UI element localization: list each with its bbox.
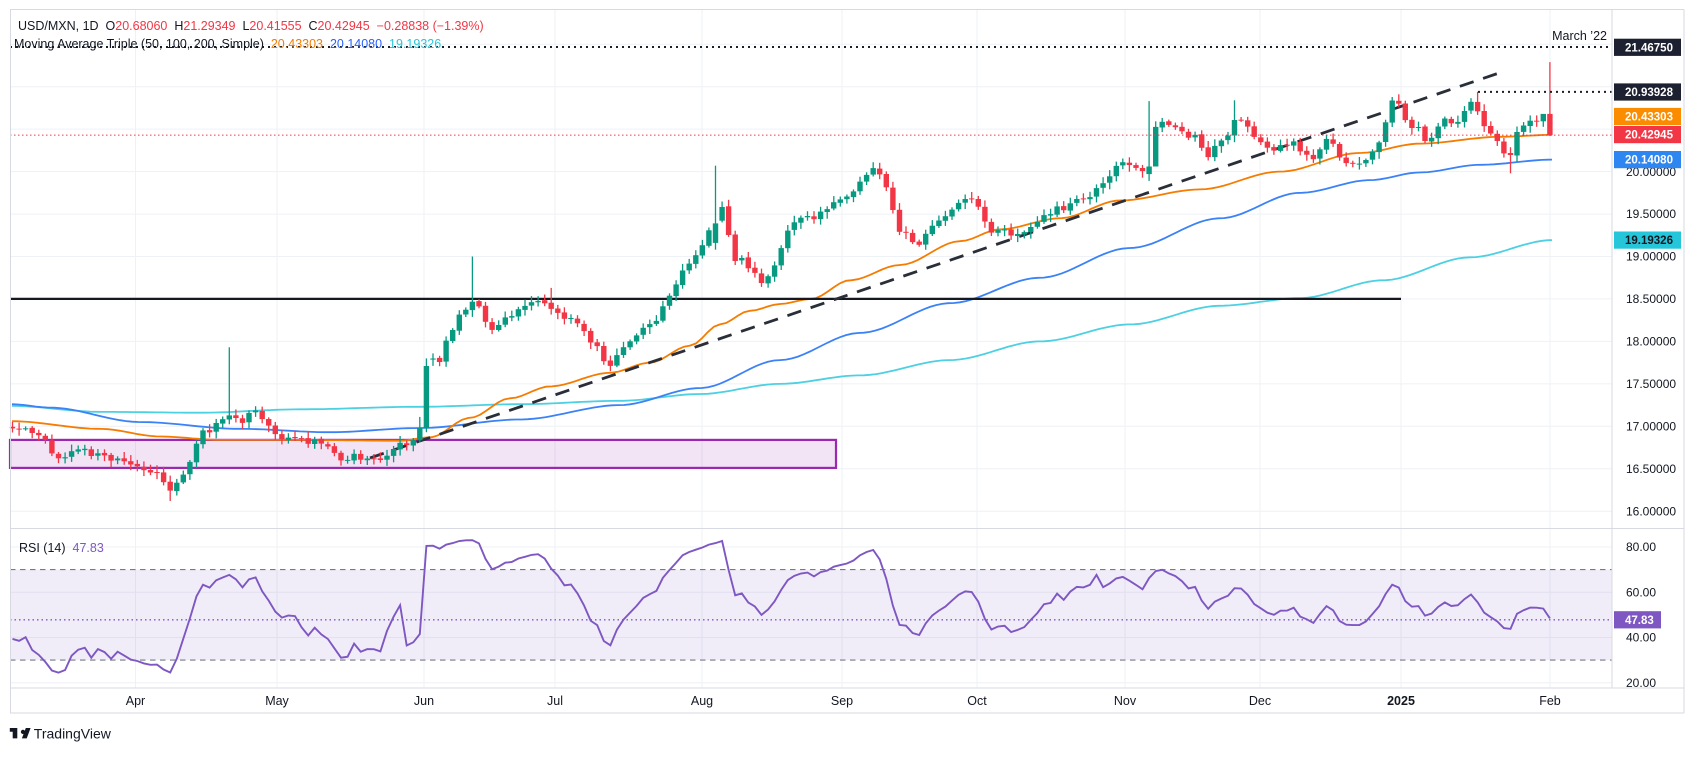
svg-text:RSI (14) 47.83: RSI (14) 47.83	[19, 541, 104, 555]
svg-text:60.00: 60.00	[1626, 585, 1656, 599]
svg-text:Moving Average Triple (50, 100: Moving Average Triple (50, 100, 200, Sim…	[14, 37, 441, 51]
svg-text:80.00: 80.00	[1626, 540, 1656, 554]
svg-text:2025: 2025	[1387, 694, 1415, 708]
svg-text:16.00000: 16.00000	[1626, 504, 1676, 518]
svg-text:40.00: 40.00	[1626, 631, 1656, 645]
svg-text:20.14080: 20.14080	[1625, 155, 1673, 167]
svg-text:19.00000: 19.00000	[1626, 250, 1676, 264]
svg-text:17.00000: 17.00000	[1626, 420, 1676, 434]
svg-text:18.00000: 18.00000	[1626, 335, 1676, 349]
svg-text:16.50000: 16.50000	[1626, 462, 1676, 476]
svg-text:18.50000: 18.50000	[1626, 292, 1676, 306]
svg-text:19.19326: 19.19326	[1625, 235, 1673, 247]
svg-text:21.46750: 21.46750	[1625, 42, 1673, 54]
svg-text:Nov: Nov	[1114, 694, 1137, 708]
svg-text:47.83: 47.83	[1625, 615, 1654, 627]
svg-text:20.43303: 20.43303	[1625, 112, 1673, 124]
svg-text:March ’22: March ’22	[1552, 29, 1607, 43]
svg-text:USD/MXN, 1D O20.68060 H21.29: USD/MXN, 1D O20.68060 H21.29349 L20.4155…	[18, 19, 484, 33]
svg-text:Apr: Apr	[126, 694, 145, 708]
svg-text:Dec: Dec	[1249, 694, 1271, 708]
svg-text:Jun: Jun	[414, 694, 434, 708]
svg-text:20.93928: 20.93928	[1625, 87, 1674, 99]
svg-text:Jul: Jul	[547, 694, 563, 708]
svg-text:Aug: Aug	[691, 694, 713, 708]
svg-text:May: May	[265, 694, 289, 708]
svg-text:Oct: Oct	[967, 694, 987, 708]
svg-text:20.42945: 20.42945	[1625, 130, 1674, 142]
svg-text:Sep: Sep	[831, 694, 853, 708]
svg-text:19.50000: 19.50000	[1626, 207, 1676, 221]
svg-text:Feb: Feb	[1539, 694, 1561, 708]
svg-text:TradingView: TradingView	[34, 725, 112, 741]
svg-text:17.50000: 17.50000	[1626, 377, 1676, 391]
svg-text:20.00: 20.00	[1626, 676, 1656, 690]
svg-text:20.00000: 20.00000	[1626, 165, 1676, 179]
